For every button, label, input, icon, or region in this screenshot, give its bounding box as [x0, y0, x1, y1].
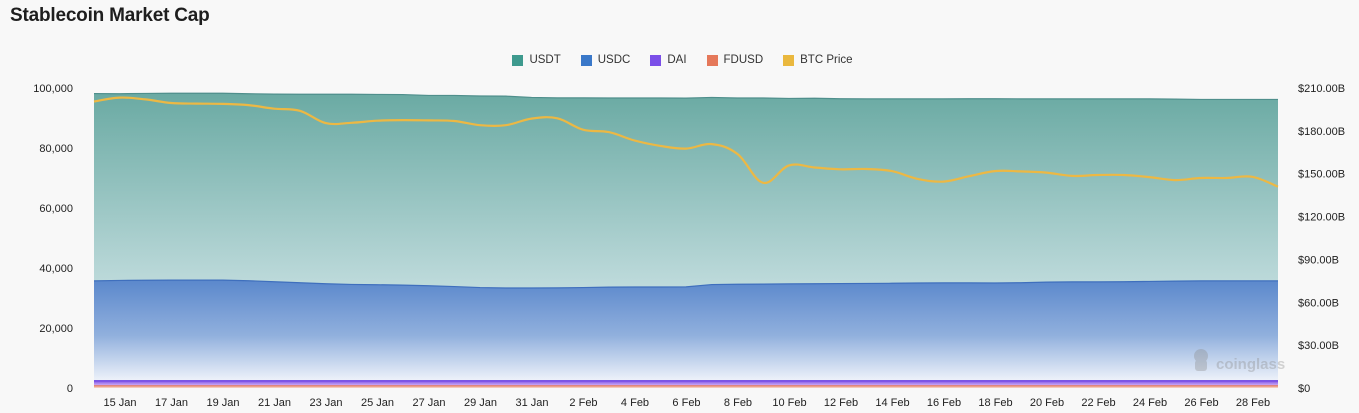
left-axis-tick: 0	[67, 383, 73, 395]
x-axis: 15 Jan 17 Jan 19 Jan 21 Jan 23 Jan 25 Jan 27 J…	[103, 397, 1270, 409]
x-axis-tick: 16 Feb	[927, 397, 961, 409]
usdc-area[interactable]	[94, 280, 1278, 381]
legend-label: FDUSD	[723, 54, 764, 66]
fdusd-swatch-icon	[706, 54, 718, 66]
usdt-swatch-icon	[512, 54, 524, 66]
x-axis-tick: 25 Jan	[361, 397, 394, 409]
left-axis-tick: 20,000	[39, 323, 73, 335]
stacked-areas	[93, 92, 1278, 388]
right-axis-tick: $210.00B	[1298, 83, 1345, 95]
usdt-area[interactable]	[94, 93, 1278, 289]
right-axis: $210.00B $180.00B $150.00B $120.00B $90.00B $…	[1298, 83, 1345, 395]
right-axis-tick: $90.00B	[1298, 254, 1339, 266]
left-axis-tick: 80,000	[39, 143, 73, 155]
dai-area[interactable]	[94, 380, 1278, 386]
x-axis-tick: 10 Feb	[772, 397, 806, 409]
x-axis-tick: 21 Jan	[258, 397, 291, 409]
x-axis-tick: 4 Feb	[621, 397, 649, 409]
x-axis-tick: 17 Jan	[155, 397, 188, 409]
x-axis-tick: 29 Jan	[464, 397, 497, 409]
x-axis-tick: 22 Feb	[1081, 397, 1115, 409]
x-axis-tick: 8 Feb	[724, 397, 752, 409]
legend-label: USDC	[597, 54, 631, 66]
legend-label: DAI	[667, 54, 687, 66]
coinglass-watermark: coinglass	[1194, 349, 1285, 373]
x-axis-tick: 31 Jan	[515, 397, 548, 409]
legend-item-dai[interactable]: DAI	[650, 54, 687, 66]
x-axis-tick: 26 Feb	[1184, 397, 1218, 409]
x-axis-tick: 12 Feb	[824, 397, 858, 409]
x-axis-tick: 20 Feb	[1030, 397, 1064, 409]
x-axis-tick: 19 Jan	[206, 397, 239, 409]
coinglass-logo-icon	[1194, 349, 1208, 371]
x-axis-tick: 28 Feb	[1236, 397, 1270, 409]
usdc-swatch-icon	[580, 54, 592, 66]
x-axis-tick: 2 Feb	[569, 397, 597, 409]
right-axis-tick: $150.00B	[1298, 169, 1345, 181]
legend-item-btc-price[interactable]: BTC Price	[783, 54, 853, 66]
chart-legend: USDT USDC DAI FDUSD BTC Price	[0, 54, 1359, 66]
x-axis-tick: 27 Jan	[412, 397, 445, 409]
legend-item-usdt[interactable]: USDT	[512, 54, 561, 66]
btc-price-line[interactable]	[93, 96, 1279, 188]
btc-price-swatch-icon	[783, 54, 795, 66]
dai-swatch-icon	[650, 54, 662, 66]
legend-label: USDT	[529, 54, 561, 66]
x-axis-tick: 18 Feb	[978, 397, 1012, 409]
left-axis: 100,000 80,000 60,000 40,000 20,000 0	[33, 83, 73, 395]
right-axis-tick: $120.00B	[1298, 212, 1345, 224]
right-axis-tick: $60.00B	[1298, 297, 1339, 309]
left-axis-tick: 100,000	[33, 83, 73, 95]
right-axis-tick: $0	[1298, 383, 1310, 395]
svg-text:coinglass: coinglass	[1216, 356, 1285, 373]
left-axis-tick: 60,000	[39, 203, 73, 215]
x-axis-tick: 15 Jan	[103, 397, 136, 409]
legend-item-usdc[interactable]: USDC	[580, 54, 631, 66]
legend-label: BTC Price	[800, 54, 853, 66]
right-axis-tick: $180.00B	[1298, 126, 1345, 138]
x-axis-tick: 6 Feb	[672, 397, 700, 409]
left-axis-tick: 40,000	[39, 263, 73, 275]
right-axis-tick: $30.00B	[1298, 340, 1339, 352]
x-axis-tick: 14 Feb	[875, 397, 909, 409]
chart-title: Stablecoin Market Cap	[10, 5, 210, 26]
legend-item-fdusd[interactable]: FDUSD	[706, 54, 764, 66]
x-axis-tick: 24 Feb	[1133, 397, 1167, 409]
x-axis-tick: 23 Jan	[309, 397, 342, 409]
